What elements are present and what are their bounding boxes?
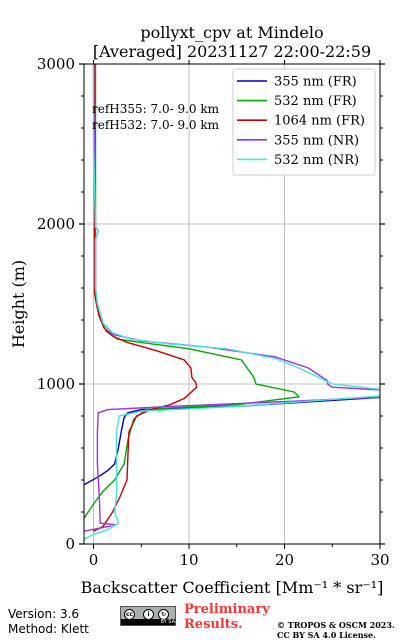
reference-height-annotations: refH355: 7.0- 9.0 km refH532: 7.0- 9.0 km (92, 102, 220, 132)
y-tick-label: 1000 (37, 375, 75, 393)
preliminary-notice: Preliminary Results. (184, 602, 270, 632)
legend: 355 nm (FR) 532 nm (FR) 1064 nm (FR) 355 nm… (232, 68, 376, 176)
chart-title-line1: pollyxt_cpv at Mindelo (140, 23, 323, 42)
y-tick-label: 0 (65, 535, 75, 553)
copyright-line1: © TROPOS & OSCM 2023. (277, 620, 395, 630)
copyright-line2: CC BY SA 4.0 License. (277, 630, 376, 640)
series-layer (84, 64, 380, 540)
chart-title-line2: [Averaged] 20231127 22:00-22:59 (93, 42, 371, 61)
legend-label: 1064 nm (FR) (274, 114, 365, 129)
series-line (84, 396, 380, 486)
x-tick-label: 10 (179, 551, 198, 569)
legend-label: 532 nm (NR) (274, 153, 359, 168)
method-label: Method: Klett (8, 622, 89, 636)
backscatter-profile-chart: pollyxt_cpv at Mindelo [Averaged] 202311… (9, 23, 390, 597)
axis-ticks: 0 10 20 30 0 1000 2000 3000 (37, 55, 390, 569)
ref-height-annotation: refH532: 7.0- 9.0 km (92, 118, 220, 132)
x-axis-label: Backscatter Coefficient [Mm⁻¹ * sr⁻¹] (81, 578, 384, 597)
y-tick-label: 2000 (37, 215, 75, 233)
x-tick-label: 20 (275, 551, 294, 569)
y-tick-label: 3000 (37, 55, 75, 73)
plot-frame (83, 63, 381, 545)
license-badge-text: BY SA (121, 619, 175, 625)
legend-label: 355 nm (NR) (274, 133, 359, 148)
cc-license-badge: cc i ↻ BY SA (120, 606, 176, 626)
legend-label: 355 nm (FR) (274, 75, 357, 90)
series-line (84, 64, 380, 540)
x-tick-label: 30 (370, 551, 389, 569)
ref-height-annotation: refH355: 7.0- 9.0 km (92, 102, 220, 116)
legend-label: 532 nm (FR) (274, 94, 357, 109)
x-tick-label: 0 (89, 551, 99, 569)
legend-box (232, 68, 376, 176)
series-line (93, 64, 198, 532)
preliminary-line1: Preliminary (184, 602, 270, 617)
preliminary-line2: Results. (184, 617, 243, 632)
version-label: Version: 3.6 (8, 607, 80, 621)
y-axis-label: Height (m) (9, 260, 28, 348)
copyright-notice: © TROPOS & OSCM 2023. CC BY SA 4.0 Licen… (277, 620, 395, 640)
